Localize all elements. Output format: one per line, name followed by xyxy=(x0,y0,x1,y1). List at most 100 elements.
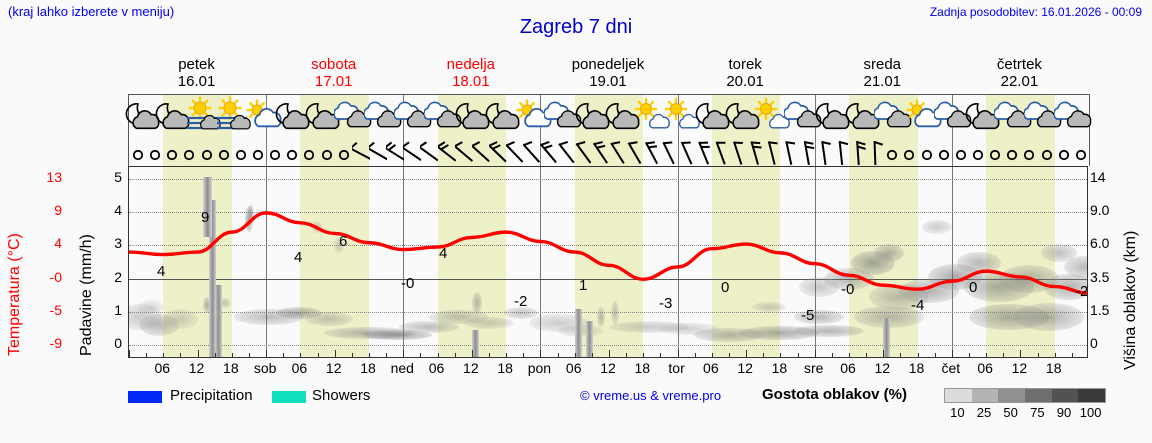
wind-barb-icon xyxy=(626,138,643,166)
weather-icon-sun-haze xyxy=(184,96,224,138)
wind-calm-icon xyxy=(129,138,146,166)
wind-calm-icon xyxy=(163,138,180,166)
x-axis-label: 06 xyxy=(291,360,308,376)
day-name: ponedeljek xyxy=(571,56,645,73)
wind-barb-icon xyxy=(780,138,797,166)
x-tick xyxy=(471,350,473,357)
x-tick xyxy=(266,350,268,357)
x-tick xyxy=(883,350,885,357)
cloud-density-step-label: 50 xyxy=(1003,405,1018,420)
daytime-band xyxy=(300,167,369,357)
weather-icon-cloud xyxy=(783,96,824,138)
cloud-density-gradient-bar xyxy=(944,388,1106,403)
copyright-link[interactable]: © vreme.us & vreme.pro xyxy=(580,388,722,403)
cloud-density-blob xyxy=(362,330,432,340)
wind-calm-icon xyxy=(335,138,352,166)
wind-calm-icon xyxy=(952,138,969,166)
x-tick xyxy=(317,353,319,357)
wind-barb-icon xyxy=(420,138,439,166)
gridline xyxy=(129,345,1087,346)
x-tick xyxy=(729,353,730,357)
x-axis-label: tor xyxy=(668,360,685,376)
wind-barb-strip xyxy=(128,138,1090,166)
cloud-density-blob xyxy=(276,307,322,319)
x-axis-label: sob xyxy=(253,360,277,376)
cloud-density-step xyxy=(1078,389,1105,402)
weather-icon-moon-cloud xyxy=(574,96,614,138)
precipitation-bar xyxy=(574,308,582,357)
x-tick xyxy=(197,350,199,357)
precipitation-tick: 2 xyxy=(114,268,122,285)
weather-icon-sun-small-cloud xyxy=(754,96,794,138)
temperature-tick: -5 xyxy=(49,301,62,318)
cloud-density-blob xyxy=(1014,303,1084,331)
wind-calm-icon xyxy=(1072,138,1089,166)
x-tick xyxy=(214,353,216,357)
location-menu-note[interactable]: (kraj lahko izberete v meniju) xyxy=(8,4,175,19)
x-tick xyxy=(489,353,490,357)
day-date: 22.01 xyxy=(1000,73,1039,90)
x-axis-label: 12 xyxy=(188,360,205,376)
showers-swatch xyxy=(272,391,306,403)
temperature-point-label: 4 xyxy=(294,249,303,266)
weather-icon-sun-cloud xyxy=(904,96,944,138)
cloud-density-step xyxy=(945,389,972,402)
day-name: sreda xyxy=(863,56,902,73)
x-tick xyxy=(420,353,422,357)
cloud-density-blob xyxy=(922,220,952,234)
x-tick xyxy=(557,353,559,357)
wind-barb-icon xyxy=(643,138,660,166)
x-axis-label: 12 xyxy=(874,360,891,376)
precipitation-bar xyxy=(209,200,216,357)
x-axis-label: 18 xyxy=(497,360,513,376)
last-update-label: Zadnja posodobitev: 16.01.2026 - 00:09 xyxy=(929,5,1142,19)
x-tick xyxy=(780,353,782,357)
temperature-point-label: 9 xyxy=(201,209,210,226)
wind-barb-icon xyxy=(523,138,541,166)
x-tick xyxy=(763,353,765,357)
day-date: 21.01 xyxy=(863,73,902,90)
wind-calm-icon xyxy=(918,138,935,166)
cloud-density-blob xyxy=(851,251,895,275)
day-header-2: sobota 17.01 xyxy=(265,56,402,90)
x-axis-label: 12 xyxy=(463,360,479,376)
x-tick xyxy=(711,353,713,357)
x-tick xyxy=(814,350,816,357)
x-axis-label: 06 xyxy=(977,360,993,376)
x-tick xyxy=(831,353,833,357)
day-date: 20.01 xyxy=(726,73,764,90)
temperature-point-label: -0 xyxy=(841,281,855,298)
x-tick xyxy=(523,353,525,357)
wind-barb-icon xyxy=(712,138,729,166)
x-tick xyxy=(146,353,148,357)
x-axis-label: 12 xyxy=(325,360,342,376)
precipitation-bar xyxy=(471,329,479,357)
x-tick xyxy=(626,353,628,357)
x-tick xyxy=(609,350,610,357)
x-tick xyxy=(249,353,250,357)
day-name: torek xyxy=(728,56,762,73)
cloud-density-blob xyxy=(969,304,1049,330)
cloud-density-blob xyxy=(799,277,839,297)
temperature-point-label: 0 xyxy=(721,279,730,296)
precipitation-tick: 0 xyxy=(114,335,122,351)
forecast-plot[interactable]: 4 9 4 6 -0 4 -2 1 -3 0 -5 -0 -4 0 -2 xyxy=(128,166,1088,358)
x-tick xyxy=(369,353,370,357)
precipitation-bar xyxy=(214,284,222,357)
x-tick xyxy=(643,353,645,357)
x-tick xyxy=(1003,353,1005,357)
cloud-density-blob xyxy=(1064,256,1087,278)
wind-calm-icon xyxy=(1003,138,1020,166)
wind-barb-icon xyxy=(729,138,746,166)
weather-icon-moon-cloud xyxy=(124,96,164,138)
precipitation-tick: 4 xyxy=(114,202,122,219)
day-header-7: četrtek 22.01 xyxy=(951,56,1088,90)
wind-calm-icon xyxy=(318,138,335,166)
day-date: 18.01 xyxy=(452,73,490,90)
temperature-point-label: -2 xyxy=(1075,283,1088,300)
wind-barb-icon xyxy=(798,138,815,166)
x-axis-label: 06 xyxy=(154,360,171,376)
x-tick xyxy=(163,353,165,357)
day-header-row: petek 16.01 sobota 17.01 nedelja 18.01 ponedel… xyxy=(128,56,1088,92)
day-separator xyxy=(403,167,405,357)
